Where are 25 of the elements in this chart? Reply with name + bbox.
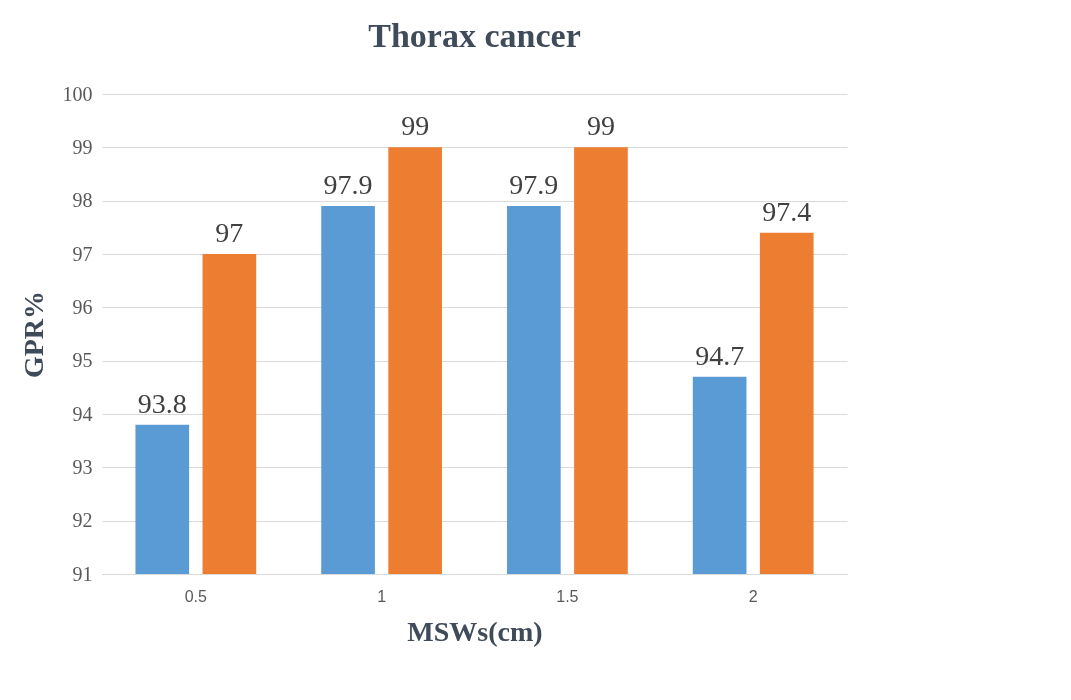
y-axis-title: GPR% xyxy=(17,290,49,379)
chart-title: Thorax cancer xyxy=(368,17,581,54)
data-label: 93.8 xyxy=(137,387,187,419)
data-label: 97.9 xyxy=(323,169,373,200)
y-tick-label: 92 xyxy=(72,509,93,532)
data-label: 94.7 xyxy=(695,339,745,371)
data-label: 97.9 xyxy=(509,169,559,200)
x-axis-title: MSWs(cm) xyxy=(407,615,543,647)
x-tick-label: 1 xyxy=(377,587,387,605)
y-tick-label: 93 xyxy=(72,455,93,478)
y-tick-label: 91 xyxy=(72,562,93,585)
data-label: 97.4 xyxy=(762,195,812,227)
y-tick-label: 99 xyxy=(72,135,93,158)
x-tick-label: 1.5 xyxy=(556,587,579,605)
data-label: 99 xyxy=(586,110,615,142)
x-tick-label: 0.5 xyxy=(184,587,208,605)
data-label: 99 xyxy=(401,110,430,142)
y-tick-label: 94 xyxy=(72,402,93,425)
y-tick-label: 95 xyxy=(72,349,93,372)
y-tick-label: 100 xyxy=(62,82,93,105)
y-tick-label: 97 xyxy=(72,242,93,265)
data-label: 97 xyxy=(215,217,244,248)
y-tick-label: 98 xyxy=(72,189,93,212)
x-tick-label: 2 xyxy=(748,587,758,605)
y-tick-label: 96 xyxy=(72,295,93,318)
